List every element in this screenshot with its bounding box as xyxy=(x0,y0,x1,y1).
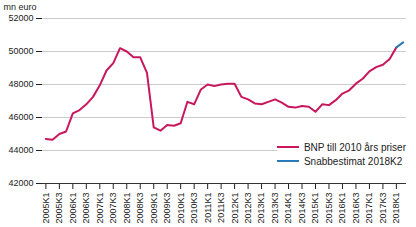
svg-text:2018K1: 2018K1 xyxy=(391,193,401,224)
svg-text:2008K3: 2008K3 xyxy=(135,193,145,224)
html-text:BNP till 2010 års priser: BNP till 2010 års priser xyxy=(303,141,406,153)
svg-text:2015K3: 2015K3 xyxy=(324,193,334,224)
svg-text:46000: 46000 xyxy=(8,112,33,122)
svg-text:50000: 50000 xyxy=(8,46,33,56)
svg-text:52000: 52000 xyxy=(8,13,33,23)
svg-text:2006K3: 2006K3 xyxy=(81,193,91,224)
svg-text:2005K1: 2005K1 xyxy=(41,193,51,224)
svg-text:42000: 42000 xyxy=(8,178,33,188)
svg-text:2009K3: 2009K3 xyxy=(162,193,172,224)
svg-text:2012K1: 2012K1 xyxy=(229,193,239,224)
svg-text:2017K1: 2017K1 xyxy=(364,193,374,224)
svg-text:2013K1: 2013K1 xyxy=(256,193,266,224)
svg-text:2015K1: 2015K1 xyxy=(310,193,320,224)
svg-text:2017K3: 2017K3 xyxy=(378,193,388,224)
svg-text:48000: 48000 xyxy=(8,79,33,89)
svg-text:2008K1: 2008K1 xyxy=(122,193,132,224)
svg-text:2014K3: 2014K3 xyxy=(297,193,307,224)
svg-text:2013K3: 2013K3 xyxy=(270,193,280,224)
svg-text:mn euro: mn euro xyxy=(4,2,37,12)
svg-text:2014K1: 2014K1 xyxy=(283,193,293,224)
svg-text:2006K1: 2006K1 xyxy=(68,193,78,224)
html-text:Snabbestimat 2018K2: Snabbestimat 2018K2 xyxy=(303,155,403,167)
svg-text:2011K1: 2011K1 xyxy=(203,193,213,223)
svg-text:2007K1: 2007K1 xyxy=(95,193,105,224)
svg-text:2005K3: 2005K3 xyxy=(54,193,64,224)
svg-text:2016K1: 2016K1 xyxy=(337,193,347,224)
svg-text:2012K3: 2012K3 xyxy=(243,193,253,224)
svg-text:2016K3: 2016K3 xyxy=(351,193,361,224)
svg-text:44000: 44000 xyxy=(8,145,33,155)
svg-text:2010K3: 2010K3 xyxy=(189,193,199,224)
svg-text:2009K1: 2009K1 xyxy=(149,193,159,224)
svg-text:2011K3: 2011K3 xyxy=(216,193,226,223)
svg-text:2007K3: 2007K3 xyxy=(108,193,118,224)
svg-text:2010K1: 2010K1 xyxy=(176,193,186,224)
